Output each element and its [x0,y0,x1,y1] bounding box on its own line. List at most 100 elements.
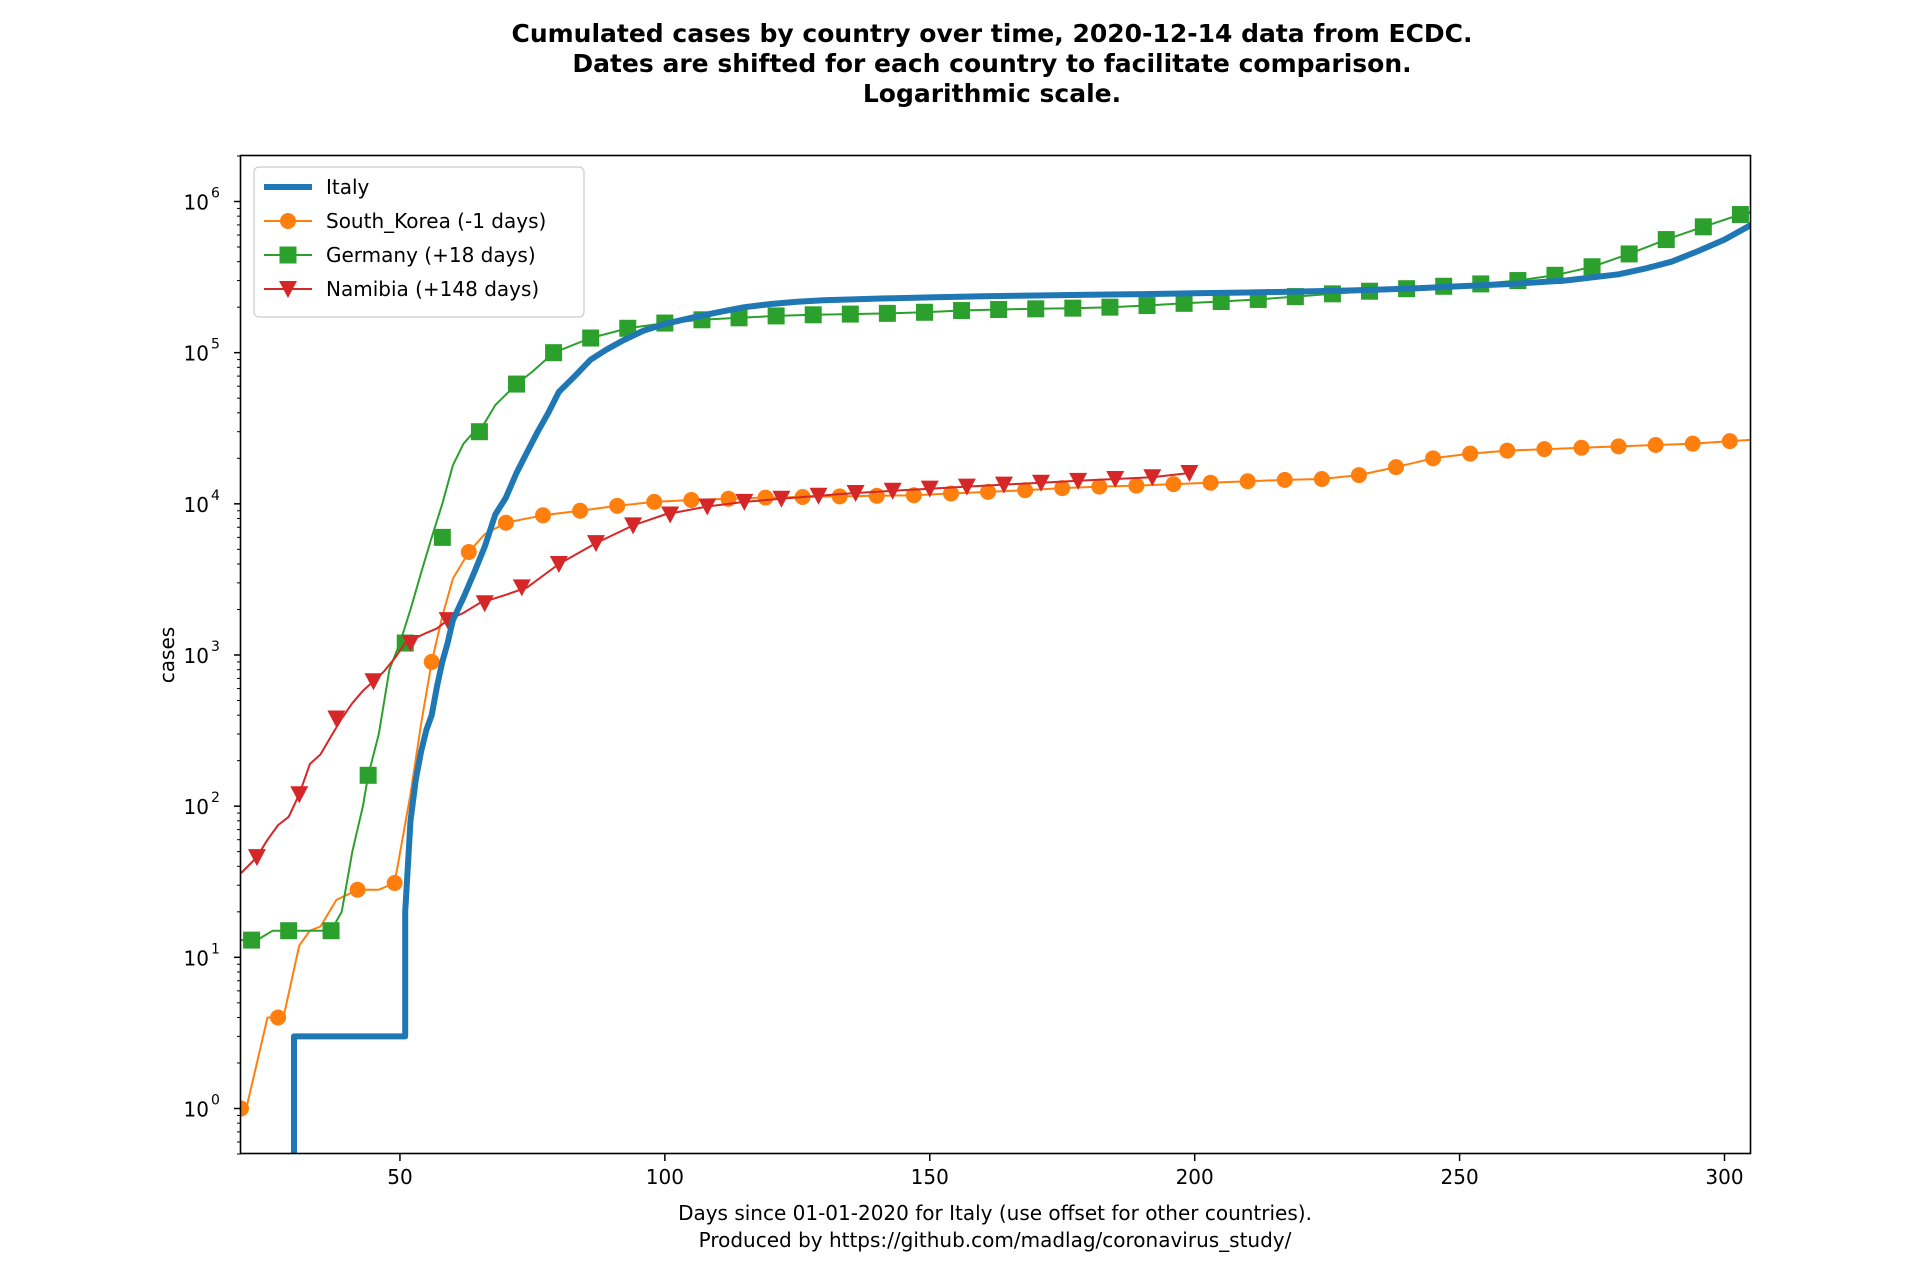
series-1-point [1017,482,1034,499]
legend-marker [280,213,296,229]
series-3-point [1032,474,1051,492]
series-1-point [1425,450,1442,467]
series-2-point [1731,206,1749,224]
y-tick-exponent: 6 [211,186,220,202]
series-3-point [290,786,309,804]
plot-area [241,206,1751,1154]
series-1-point [942,485,959,502]
series-2-point [280,922,298,940]
series-3-point [624,517,643,535]
series-1-point [868,487,885,504]
series-0 [291,222,1751,1154]
series-3-point [661,506,680,524]
series-1 [241,433,1751,1117]
x-axis-label: Days since 01-01-2020 for Italy (use off… [678,1201,1312,1252]
series-2-point [915,303,933,321]
series-1-point [1684,435,1701,452]
title-line-3: Logarithmic scale. [863,79,1121,108]
series-3-point [364,673,383,691]
series-3-point [512,579,531,597]
series-line-2 [241,211,1751,942]
x-tick-label: 50 [387,1165,412,1189]
series-1-point [1202,474,1219,491]
series-3-point [247,849,266,867]
series-2-point [359,766,377,784]
y-tick-label: 10 [184,191,209,215]
x-tick-label: 250 [1441,1165,1479,1189]
y-tick-exponent: 1 [211,941,220,957]
series-2-point [1138,297,1156,315]
series-2-point [1064,299,1082,317]
legend-item: Germany (+18 days) [264,243,536,267]
series-1-point [1647,437,1664,454]
series-2-point [1212,293,1230,311]
series-2-point [1657,231,1675,249]
series-2-point [1027,300,1045,318]
series-2-point [1694,218,1712,236]
y-tick-label: 10 [184,1097,209,1121]
series-line-3 [241,472,1190,874]
series-1-point [1128,477,1145,494]
series-1-point [646,493,663,510]
series-3-point [809,487,828,505]
series-2-point [953,302,971,320]
legend-label: Namibia (+148 days) [326,277,539,301]
series-2-point [1620,245,1638,263]
series-3-point [401,635,420,653]
series-1-point [1054,480,1071,497]
series-1-point [572,502,589,519]
series-1-point [270,1009,287,1026]
series-2-point [508,375,526,393]
series-1-point [497,514,514,531]
legend-item: South_Korea (-1 days) [264,209,546,233]
series-line-0 [291,222,1751,1154]
series-1-point [1239,473,1256,490]
chart-title: Cumulated cases by country over time, 20… [511,19,1472,108]
series-1-point [349,881,366,898]
series-1-point [1165,476,1182,493]
series-3-point [846,484,865,502]
series-1-point [1313,470,1330,487]
series-1-point [757,489,774,506]
x-tick-label: 150 [911,1165,949,1189]
series-3-point [586,535,605,553]
series-line-1 [241,438,1751,1110]
series-2-point [990,301,1008,319]
series-2-point [1175,294,1193,312]
series-2-point [804,306,822,324]
series-3-point [772,490,791,508]
series-1-point [1091,478,1108,495]
series-3-point [1069,472,1088,490]
series-2-point [878,304,896,322]
title-line-1: Cumulated cases by country over time, 20… [511,19,1472,48]
y-axis-label: cases [155,627,179,683]
series-2-point [730,309,748,327]
series-1-point [423,653,440,670]
series-3-point [994,476,1013,494]
series-3-point [957,478,976,496]
x-axis-label-line-1: Days since 01-01-2020 for Italy (use off… [678,1201,1312,1225]
y-tick-exponent: 0 [211,1092,220,1108]
y-tick-exponent: 5 [211,337,220,353]
series-3-point [920,480,939,498]
x-tick-label: 100 [646,1165,684,1189]
legend-item: Italy [264,175,370,199]
series-1-point [831,488,848,505]
series-1-point [1388,459,1405,476]
series-3 [241,464,1199,874]
legend-label: Germany (+18 days) [326,243,536,267]
legend-marker [279,246,297,264]
series-3-point [327,710,346,728]
series-1-point [1499,442,1516,459]
series-3-point [735,493,754,511]
legend-box [253,166,585,318]
series-3-point [475,595,494,613]
series-1-point [1573,439,1590,456]
y-tick-exponent: 3 [211,639,220,655]
series-2-point [433,528,451,546]
y-tick-label: 10 [184,493,209,517]
title-line-2: Dates are shifted for each country to fa… [572,49,1411,78]
